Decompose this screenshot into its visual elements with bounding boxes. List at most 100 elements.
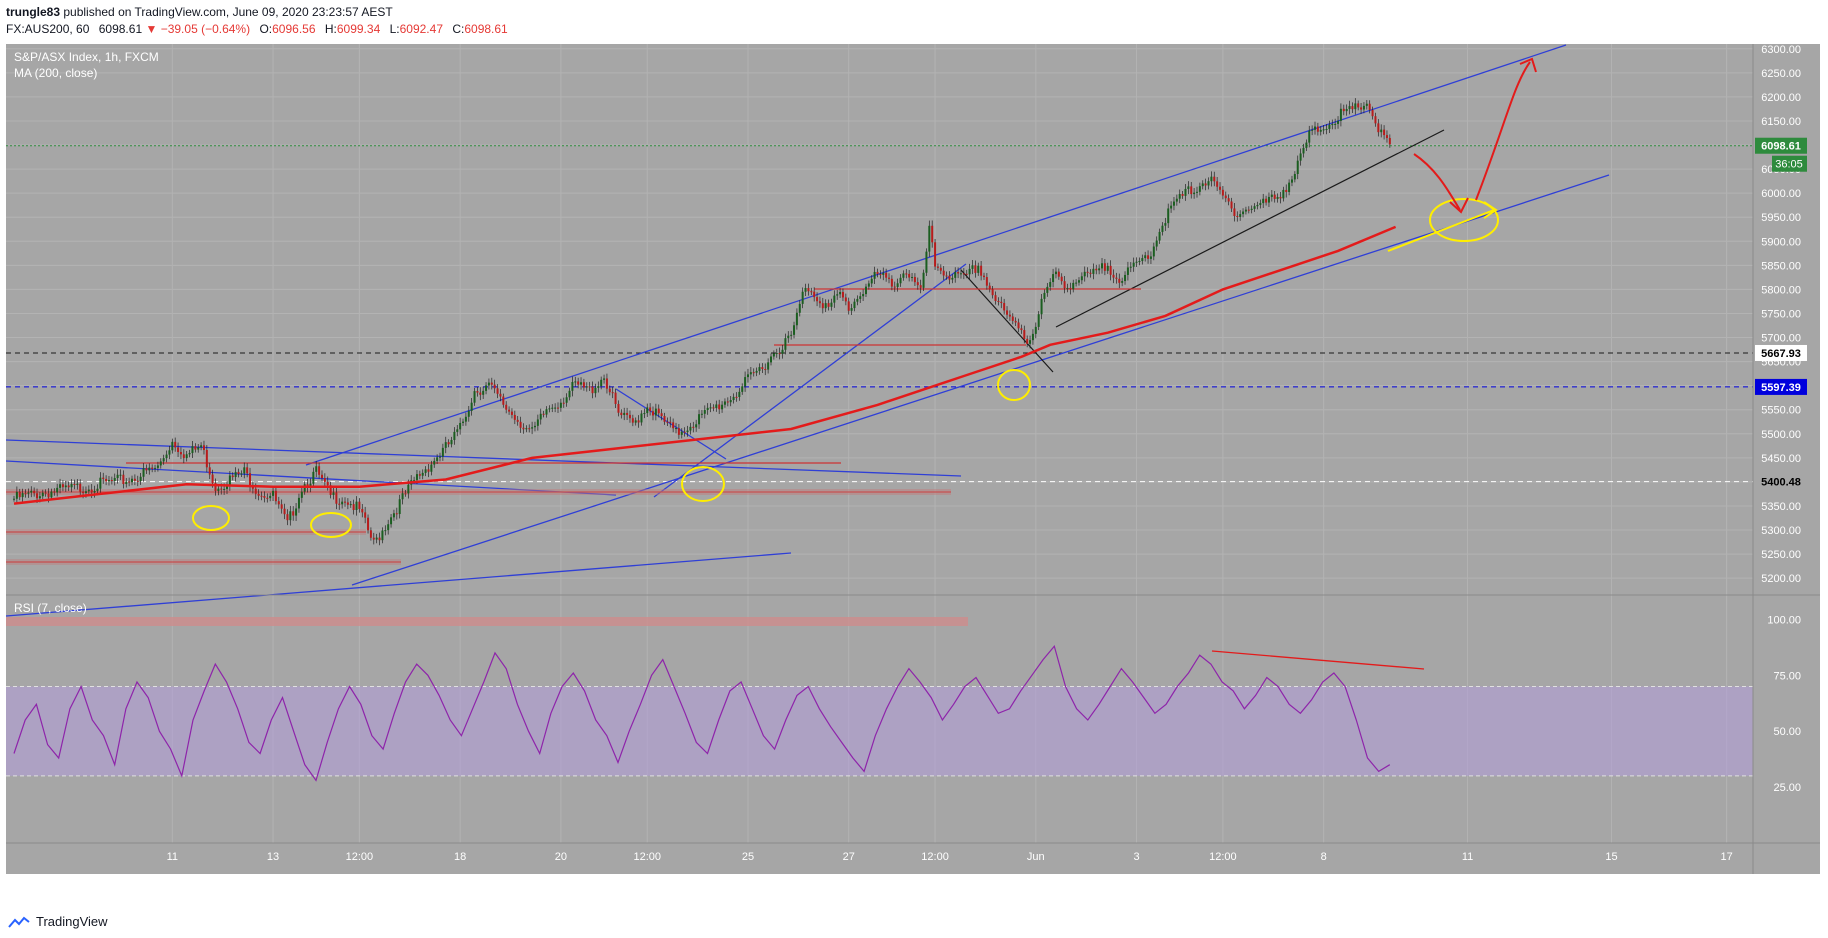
projection-arrow-up[interactable] — [1475, 61, 1531, 201]
candle-body — [64, 485, 67, 488]
candle-body — [1092, 268, 1095, 274]
price-tick-label: 5800.00 — [1761, 284, 1801, 296]
candle-body — [1305, 142, 1308, 148]
highlight-caret[interactable] — [1483, 201, 1498, 219]
close-label: C: — [452, 22, 465, 36]
chart-area[interactable]: 5200.005250.005300.005350.005400.005450.… — [5, 44, 1820, 874]
candle-body — [464, 416, 467, 422]
candle-body — [908, 273, 911, 278]
candle-body — [1314, 126, 1317, 130]
candle-body — [1380, 129, 1383, 133]
candle-body — [1219, 186, 1222, 190]
support-zone-thin-2[interactable] — [6, 529, 366, 535]
chart-legend-ma: MA (200, close) — [14, 66, 98, 80]
support-zone-thin-3[interactable] — [6, 559, 401, 565]
candle-body — [1181, 194, 1184, 196]
price-tick-label: 6150.00 — [1761, 116, 1801, 128]
highlight-circle-5[interactable] — [1429, 198, 1499, 242]
candle-body — [651, 411, 654, 416]
black-trend-line-1[interactable] — [1055, 129, 1445, 328]
tradingview-logo-icon — [8, 916, 30, 928]
candle-body — [637, 420, 640, 423]
candle-body — [87, 489, 90, 492]
candle-body — [706, 407, 709, 411]
candle-body — [280, 504, 283, 509]
candle-body — [839, 291, 842, 295]
candle-body — [611, 392, 614, 394]
candle-body — [470, 402, 473, 411]
level-price-tag — [1755, 137, 1807, 154]
projection-arrow-up-head[interactable] — [1519, 57, 1537, 73]
black-trend-line-2[interactable] — [960, 269, 1054, 373]
candle-body — [700, 413, 703, 415]
candle-body — [70, 484, 73, 488]
descending-line-2[interactable] — [5, 460, 617, 496]
candle-body — [798, 303, 801, 313]
candle-body — [767, 362, 770, 370]
chart-canvas[interactable]: 5200.005250.005300.005350.005400.005450.… — [5, 44, 1820, 874]
candle-body — [33, 490, 36, 494]
candle-body — [594, 387, 597, 394]
level-price-label: 5400.48 — [1761, 477, 1801, 489]
candle-body — [712, 407, 715, 409]
candle-body — [1345, 109, 1348, 112]
candle-body — [372, 537, 375, 540]
candle-body — [1190, 186, 1193, 195]
projection-arrow-down[interactable] — [1413, 153, 1461, 211]
time-tick-label: 3 — [1133, 851, 1139, 863]
candle-body — [456, 429, 459, 432]
time-tick-label: 11 — [167, 851, 178, 863]
candle-body — [1236, 216, 1239, 218]
candle-body — [30, 490, 33, 493]
publisher-name[interactable]: trungle83 — [6, 5, 61, 19]
highlight-circle-1[interactable] — [192, 505, 230, 531]
short-down-line[interactable] — [615, 388, 727, 460]
highlight-circle-2[interactable] — [310, 512, 352, 538]
open-label: O: — [259, 22, 273, 36]
candle-body — [1075, 282, 1078, 284]
candle-body — [1095, 268, 1098, 271]
candle-body — [375, 537, 378, 540]
candle-body — [398, 499, 401, 515]
price-tick-label: 5250.00 — [1761, 549, 1801, 561]
candle-body — [1285, 189, 1288, 193]
ascending-base-line[interactable] — [5, 552, 792, 617]
inner-trend-line[interactable] — [653, 263, 967, 498]
candle-body — [942, 270, 945, 276]
candle-body — [551, 407, 554, 409]
chart-header: trungle83 published on TradingView.com, … — [0, 0, 1828, 44]
low-value: 6092.47 — [399, 22, 443, 36]
candle-body — [36, 493, 39, 499]
candle-body — [223, 488, 226, 490]
candle-body — [352, 504, 355, 511]
highlight-circle-3[interactable] — [681, 466, 725, 502]
highlight-line[interactable] — [1387, 209, 1495, 252]
candle-body — [1086, 271, 1089, 273]
candle-body — [827, 303, 830, 307]
candle-body — [643, 413, 646, 415]
candlesticks[interactable] — [13, 98, 1391, 546]
candle-body — [159, 461, 162, 466]
candle-body — [663, 416, 666, 422]
projection-arrow-down-head[interactable] — [1449, 197, 1469, 214]
rsi-divergence-line[interactable] — [1211, 650, 1425, 670]
candle-body — [634, 420, 637, 423]
channel-lower-line[interactable] — [351, 174, 1610, 586]
candle-body — [721, 404, 724, 410]
support-zone[interactable] — [6, 617, 968, 626]
rsi-panel[interactable] — [6, 644, 1753, 782]
candle-body — [217, 488, 220, 491]
candle-body — [50, 491, 53, 498]
moving-average[interactable] — [13, 225, 1397, 505]
descending-line-1[interactable] — [5, 439, 962, 477]
candle-body — [1115, 277, 1118, 279]
candle-body — [735, 396, 738, 398]
candle-body — [893, 286, 896, 288]
candle-body — [320, 474, 323, 479]
candle-body — [214, 483, 217, 491]
candle-body — [1187, 186, 1190, 189]
candle-body — [864, 286, 867, 295]
support-zone-thin[interactable] — [6, 489, 951, 495]
highlight-circle-4[interactable] — [997, 369, 1031, 401]
tradingview-brand[interactable]: TradingView — [8, 914, 108, 929]
